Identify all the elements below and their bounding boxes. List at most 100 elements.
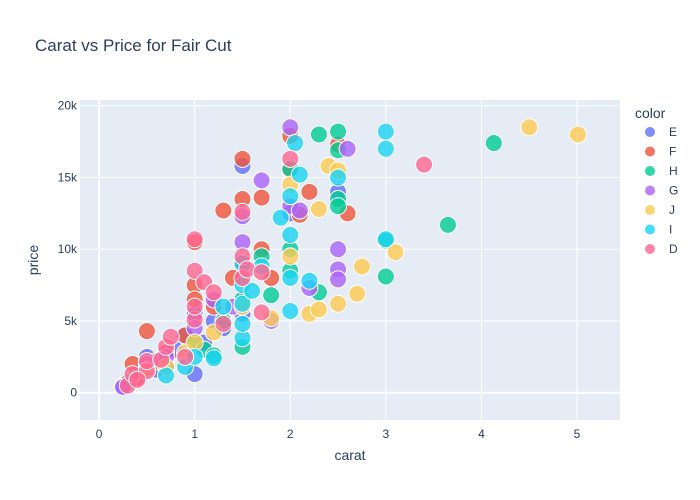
data-point[interactable] [352, 257, 371, 276]
series-i [157, 122, 395, 385]
data-point[interactable] [157, 366, 176, 385]
data-point[interactable] [300, 182, 319, 201]
data-point[interactable] [233, 294, 252, 313]
data-point[interactable] [271, 208, 290, 227]
data-point[interactable] [233, 202, 252, 221]
data-point[interactable] [185, 297, 204, 316]
scatter-points [114, 118, 587, 396]
legend-marker [645, 244, 655, 254]
data-point[interactable] [329, 240, 348, 259]
data-point[interactable] [204, 283, 223, 302]
data-point[interactable] [329, 122, 348, 141]
data-point[interactable] [348, 284, 367, 303]
legend-item-j[interactable]: J [645, 203, 675, 217]
x-tick-label: 2 [287, 427, 294, 441]
legend-label: D [669, 242, 678, 256]
series-d [118, 149, 434, 395]
data-point[interactable] [329, 197, 348, 216]
x-tick-label: 5 [574, 427, 581, 441]
data-point[interactable] [329, 168, 348, 187]
data-point[interactable] [520, 118, 539, 137]
legend-marker [645, 185, 655, 196]
legend-label: H [669, 164, 678, 178]
legend-label: G [669, 184, 678, 198]
data-point[interactable] [329, 270, 348, 289]
data-point[interactable] [300, 271, 319, 290]
legend-marker [645, 127, 655, 137]
data-point[interactable] [376, 230, 395, 249]
legend-marker [645, 146, 655, 157]
data-point[interactable] [376, 267, 395, 286]
data-point[interactable] [161, 327, 180, 346]
y-tick-label: 0 [70, 386, 77, 400]
legend-marker [645, 166, 655, 176]
legend-label: E [669, 125, 677, 139]
data-point[interactable] [376, 122, 395, 141]
data-point[interactable] [233, 314, 252, 333]
data-point[interactable] [376, 139, 395, 158]
y-tick-label: 20k [58, 99, 78, 113]
data-point[interactable] [252, 188, 271, 207]
legend-marker [645, 205, 655, 215]
legend-label: I [669, 223, 672, 237]
data-point[interactable] [252, 171, 271, 190]
data-point[interactable] [568, 125, 587, 144]
data-point[interactable] [338, 139, 357, 158]
legend-item-d[interactable]: D [645, 242, 678, 256]
data-point[interactable] [214, 297, 233, 316]
data-point[interactable] [128, 370, 147, 389]
data-point[interactable] [290, 165, 309, 184]
data-point[interactable] [415, 155, 434, 174]
data-point[interactable] [262, 286, 281, 305]
data-point[interactable] [137, 322, 156, 341]
x-tick-label: 0 [96, 427, 103, 441]
data-point[interactable] [233, 149, 252, 168]
x-tick-label: 4 [478, 427, 485, 441]
legend-item-g[interactable]: G [645, 184, 678, 198]
data-point[interactable] [386, 243, 405, 262]
data-point[interactable] [281, 118, 300, 137]
x-axis-title: carat [334, 447, 365, 463]
data-point[interactable] [281, 225, 300, 244]
data-point[interactable] [309, 200, 328, 219]
y-tick-label: 10k [58, 242, 78, 256]
x-tick-label: 3 [382, 427, 389, 441]
legend-item-h[interactable]: H [645, 164, 678, 178]
data-point[interactable] [286, 134, 305, 153]
y-axis-title: price [25, 245, 41, 276]
legend-marker [645, 224, 655, 235]
data-point[interactable] [438, 215, 457, 234]
data-point[interactable] [329, 294, 348, 313]
legend-item-e[interactable]: E [645, 125, 677, 139]
data-point[interactable] [484, 134, 503, 153]
y-tick-label: 5k [64, 314, 78, 328]
x-tick-labels: 0 1 2 3 4 5 [96, 427, 581, 441]
data-point[interactable] [281, 301, 300, 320]
data-point[interactable] [204, 349, 223, 368]
data-point[interactable] [243, 281, 262, 300]
legend-item-i[interactable]: I [645, 223, 672, 237]
legend-label: J [669, 203, 675, 217]
y-tick-label: 15k [58, 170, 78, 184]
legend-item-f[interactable]: F [645, 145, 676, 159]
chart-title: Carat vs Price for Fair Cut [35, 36, 232, 55]
data-point[interactable] [185, 230, 204, 249]
legend-title: color [635, 105, 666, 121]
data-point[interactable] [281, 149, 300, 168]
data-point[interactable] [176, 347, 195, 366]
data-point[interactable] [214, 201, 233, 220]
legend-label: F [669, 145, 676, 159]
data-point[interactable] [281, 268, 300, 287]
x-tick-label: 1 [191, 427, 198, 441]
data-point[interactable] [252, 263, 271, 282]
data-point[interactable] [309, 300, 328, 319]
data-point[interactable] [252, 303, 271, 322]
data-point[interactable] [281, 187, 300, 206]
data-point[interactable] [290, 201, 309, 220]
data-point[interactable] [309, 125, 328, 144]
y-tick-labels: 0 5k 10k 15k 20k [58, 99, 78, 400]
data-point[interactable] [281, 247, 300, 266]
data-point[interactable] [214, 314, 233, 333]
